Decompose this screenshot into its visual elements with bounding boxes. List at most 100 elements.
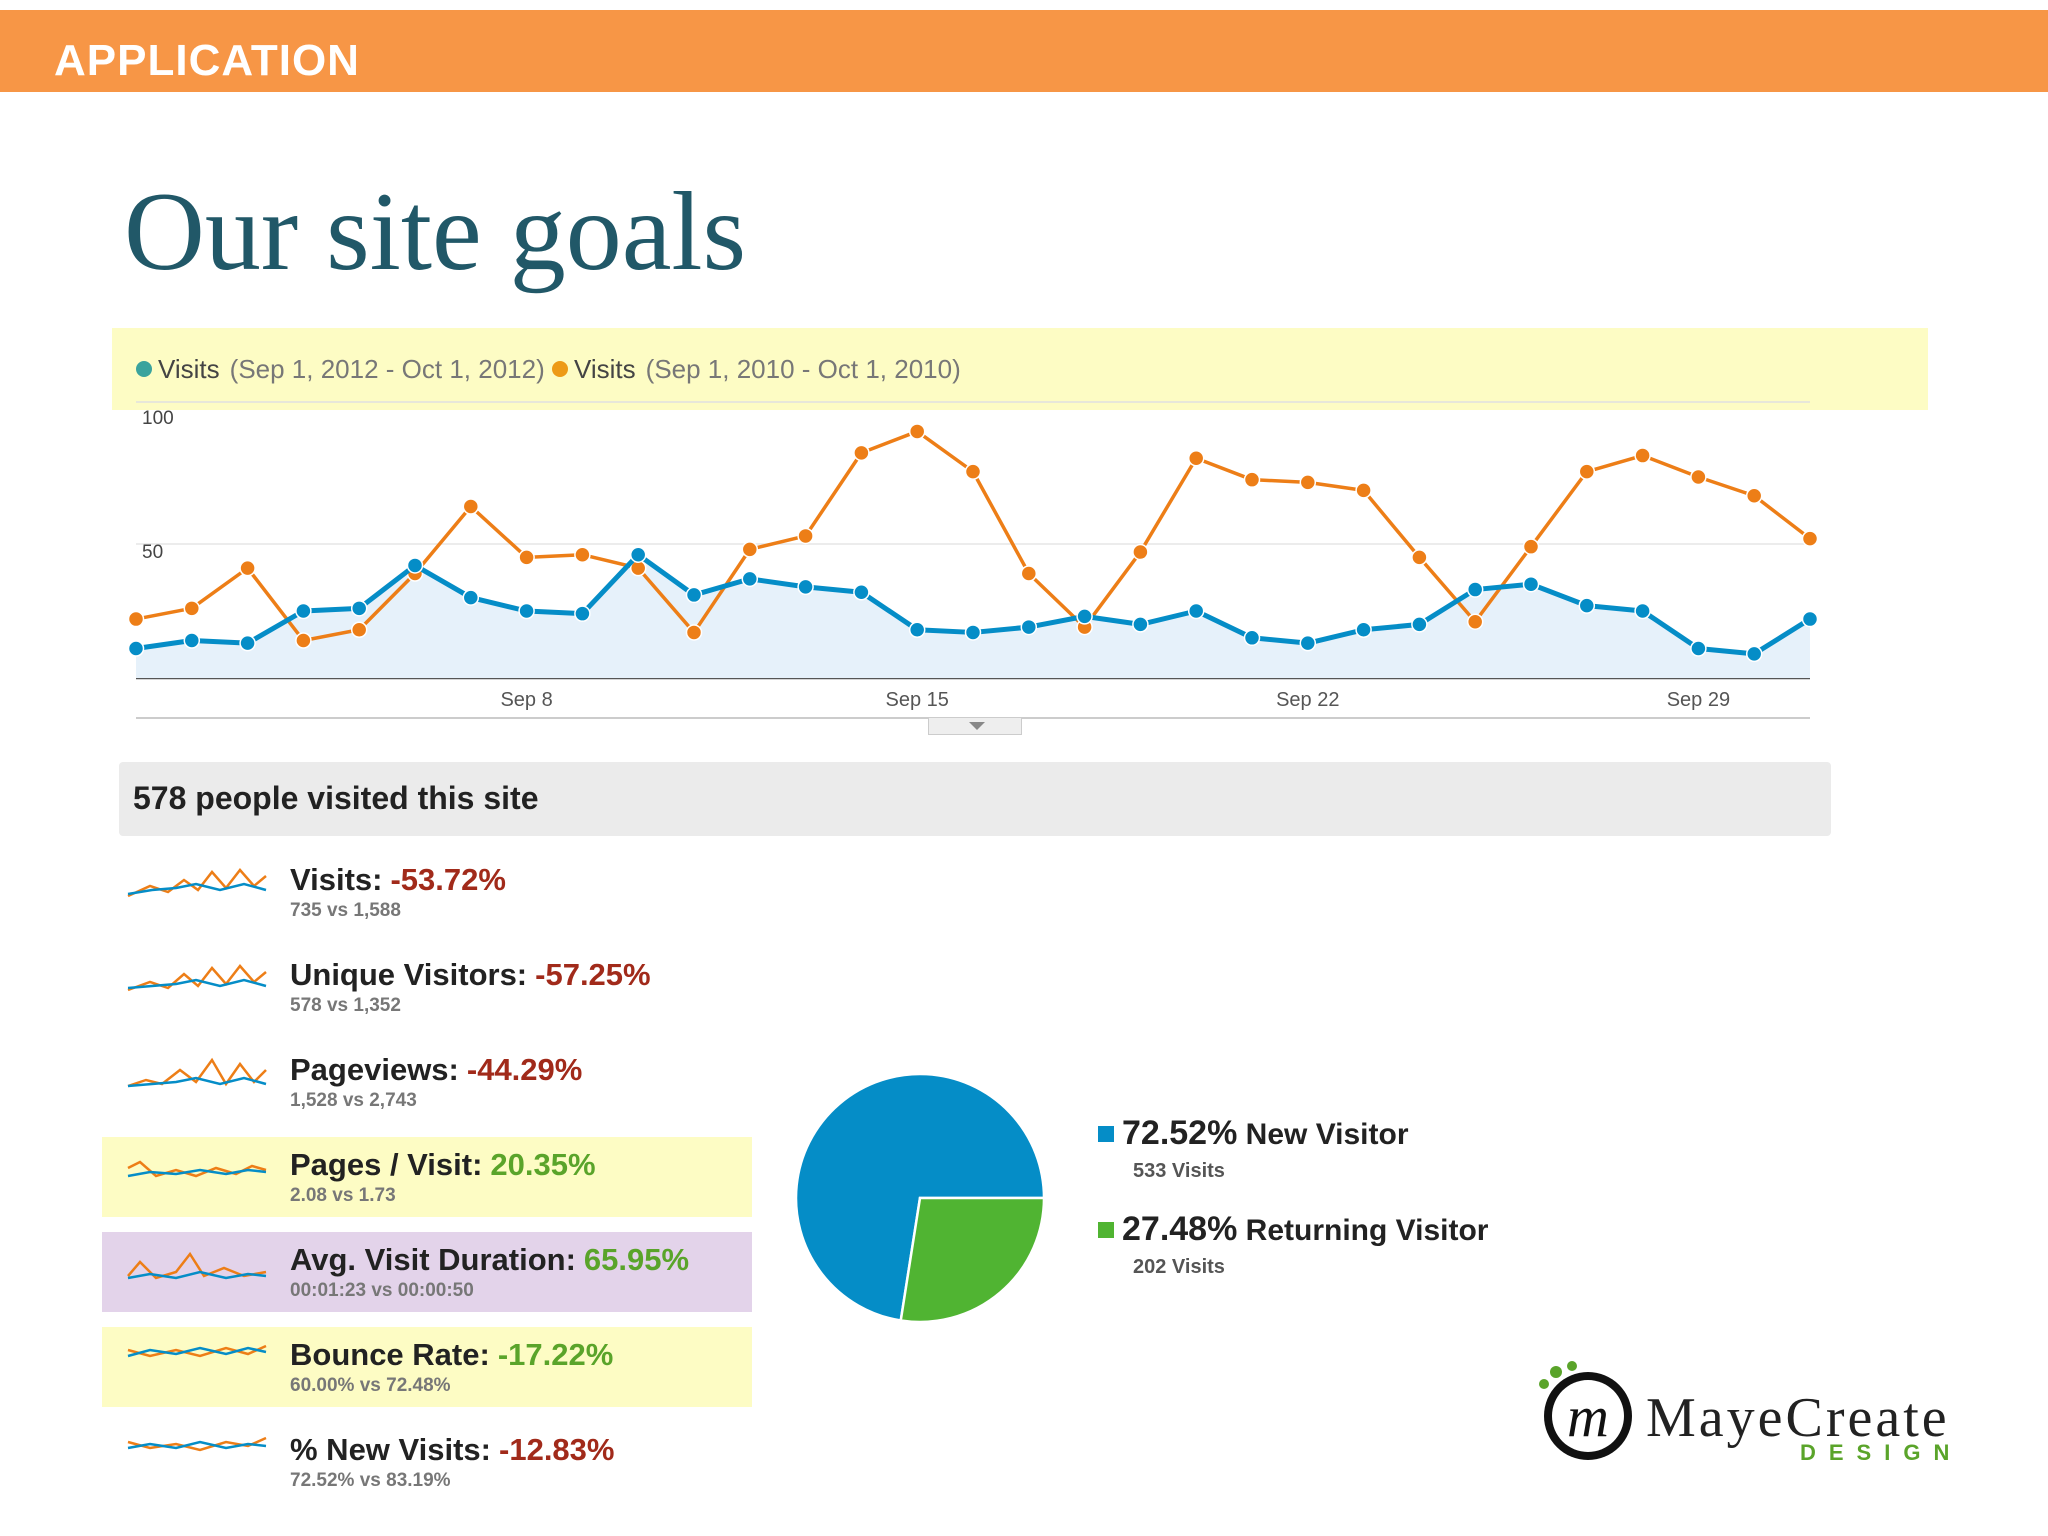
logo-dot (1539, 1379, 1549, 1389)
legend-label: Visits (574, 354, 636, 384)
metric-title: Pageviews: -44.29% (290, 1052, 582, 1088)
series-2012-point (1187, 602, 1205, 620)
series-2012-point (1745, 645, 1763, 663)
metric-title: Bounce Rate: -17.22% (290, 1337, 613, 1373)
metric-label: Unique Visitors: (290, 957, 528, 992)
logo-dot (1567, 1361, 1577, 1371)
series-2010-point (127, 610, 145, 628)
logo-monogram: m (1567, 1384, 1609, 1449)
metric-highlight (102, 1327, 752, 1407)
series-2012-point (853, 583, 870, 601)
metric-title: % New Visits: -12.83% (290, 1432, 614, 1468)
series-2010-point (295, 632, 312, 649)
metric-compare: 578 vs 1,352 (290, 995, 401, 1016)
metric-value: -17.22% (497, 1337, 614, 1372)
metric-label: Pages / Visit: (290, 1147, 483, 1182)
series-2012-point (1411, 616, 1428, 633)
series-2010-point (462, 498, 480, 515)
series-2010-point (518, 549, 535, 566)
series-2010-point (574, 546, 591, 563)
series-2010-point (1243, 471, 1261, 488)
header-bar: APPLICATION (0, 10, 2048, 92)
series-2012-point (574, 605, 591, 622)
series-2012-point (629, 546, 647, 563)
logo-name: MayeCreate (1646, 1387, 1950, 1449)
series-2012-point (1132, 616, 1149, 633)
series-2010-point (1690, 468, 1707, 486)
section-label: APPLICATION (54, 36, 360, 85)
series-2010-point (350, 621, 368, 639)
visitor-type-pie (794, 1072, 1046, 1324)
chart-expand-handle[interactable] (928, 718, 1022, 735)
series-2012-point (1466, 581, 1484, 598)
series-2012-point (1522, 575, 1540, 593)
metric-value: -57.25% (535, 957, 651, 992)
series-2012-point (183, 632, 201, 649)
series-2010-point (1020, 565, 1038, 582)
pie-legend-new-visitor: 72.52% New Visitor (1098, 1114, 1409, 1153)
series-2012-point (685, 586, 703, 604)
pie-legend-returning-visitor: 27.48% Returning Visitor (1098, 1210, 1488, 1249)
series-2010-point (964, 463, 982, 480)
metric-compare: 00:01:23 vs 00:00:50 (290, 1280, 474, 1301)
x-tick-label: Sep 15 (886, 689, 949, 711)
metric-value: -44.29% (466, 1052, 583, 1087)
series-2010-point (1522, 538, 1540, 555)
series-2012-point (1020, 618, 1038, 636)
new-visitor-swatch (1098, 1126, 1114, 1143)
series-2012-point (741, 570, 759, 588)
x-tick-label: Sep 22 (1276, 689, 1339, 711)
metric-label: Visits: (290, 862, 383, 897)
legend-series-2012[interactable]: Visits (Sep 1, 2012 - Oct 1, 2012) (136, 354, 545, 385)
metric-label: % New Visits: (290, 1432, 492, 1467)
returning-visitor-label: Returning Visitor (1245, 1214, 1489, 1247)
series-2012-point (1634, 602, 1651, 620)
logo-circle-inner (1552, 1380, 1624, 1452)
series-2010-point (741, 541, 759, 558)
legend-range: (Sep 1, 2010 - Oct 1, 2010) (645, 354, 961, 384)
series-2012-point (908, 621, 926, 639)
series-2012-point (127, 640, 145, 657)
metric-compare: 72.52% vs 83.19% (290, 1470, 451, 1491)
metric-value: -12.83% (499, 1432, 615, 1467)
slide-title: Our site goals (124, 170, 747, 294)
x-tick-label: Sep 8 (500, 689, 552, 711)
returning-visitor-percent: 27.48% (1122, 1210, 1238, 1248)
legend-series-2010[interactable]: Visits (Sep 1, 2010 - Oct 1, 2010) (552, 354, 961, 385)
series-2010-point (685, 624, 703, 641)
series-2012-point (350, 600, 368, 617)
chevron-down-icon (969, 722, 985, 730)
series-2012-point (1299, 634, 1317, 652)
series-2012-point (1578, 597, 1596, 614)
series-2012-point (1690, 640, 1707, 657)
series-2010-point (1187, 449, 1205, 467)
series-2010-point (1132, 543, 1149, 561)
logo-dot (1550, 1366, 1562, 1378)
series-2010-point (183, 600, 201, 617)
series-2012-point (406, 557, 424, 574)
series-2012-point (1243, 629, 1261, 647)
legend-dot-2010 (552, 361, 568, 378)
series-2010-point (1578, 463, 1596, 480)
series-2010-point (1411, 549, 1428, 566)
metric-compare: 60.00% vs 72.48% (290, 1375, 451, 1396)
series-2012-point (295, 602, 312, 620)
metric-label: Avg. Visit Duration: (290, 1242, 576, 1277)
metric-compare: 2.08 vs 1.73 (290, 1185, 396, 1206)
x-tick-label: Sep 29 (1667, 689, 1730, 711)
series-2012-point (1355, 621, 1372, 639)
y-tick-label: 100 (142, 408, 174, 429)
series-2010-point (1355, 482, 1372, 499)
series-2012-point (239, 634, 256, 652)
series-2010-point (1299, 474, 1317, 491)
new-visitor-label: New Visitor (1245, 1118, 1409, 1151)
metric-value: -53.72% (390, 862, 506, 897)
series-2012-point (1801, 610, 1819, 628)
series-2010-point (908, 423, 926, 440)
metric-title: Pages / Visit: 20.35% (290, 1147, 596, 1183)
series-2012-area (136, 554, 1810, 678)
new-visitor-visits: 533 Visits (1133, 1160, 1225, 1182)
logo-tagline: DESIGN (1800, 1440, 1963, 1465)
new-visitor-percent: 72.52% (1122, 1114, 1238, 1152)
